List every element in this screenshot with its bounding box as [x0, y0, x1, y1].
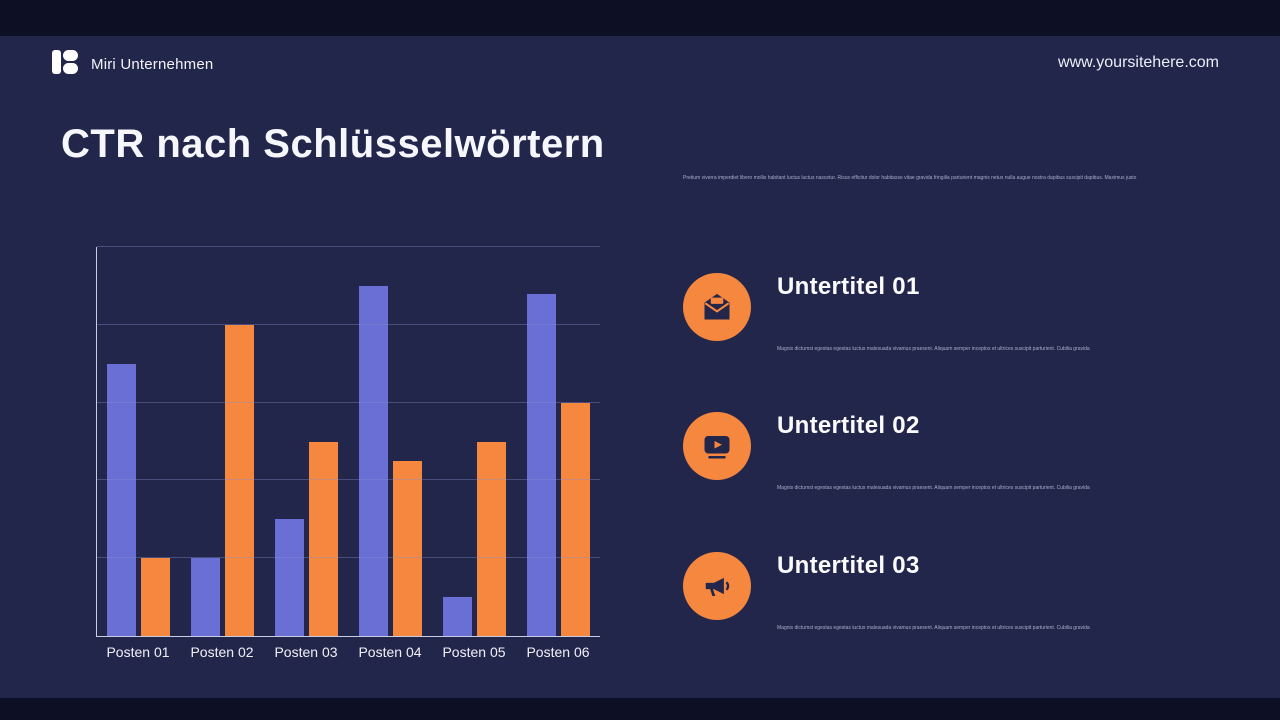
open-envelope-icon	[683, 273, 751, 341]
x-axis-category-label: Posten 04	[358, 644, 422, 660]
subtitle-title: Untertitel 02	[777, 412, 920, 439]
bar-group	[432, 247, 516, 636]
gridline	[97, 323, 600, 325]
bar	[392, 460, 422, 636]
bar-group	[348, 247, 432, 636]
subtitle-body: Magnis dictumst egestas egestas luctus m…	[777, 346, 1090, 352]
bar	[107, 363, 137, 636]
x-axis-category-label: Posten 05	[442, 644, 506, 660]
x-axis-category-label: Posten 01	[106, 644, 170, 660]
megaphone-icon	[683, 552, 751, 620]
bar	[191, 558, 221, 636]
subtitle-item: Untertitel 02 Magnis dictumst egestas eg…	[683, 412, 1183, 522]
x-axis-category-label: Posten 02	[190, 644, 254, 660]
video-play-icon	[683, 412, 751, 480]
brand-name: Miri Unternehmen	[91, 56, 214, 73]
gridline	[97, 479, 600, 481]
subtitle-body: Magnis dictumst egestas egestas luctus m…	[777, 485, 1090, 491]
subtitle-item: Untertitel 03 Magnis dictumst egestas eg…	[683, 552, 1183, 662]
brand: Miri Unternehmen	[51, 48, 213, 81]
bar-group	[265, 247, 349, 636]
bar	[141, 558, 171, 636]
subtitle-title: Untertitel 03	[777, 552, 920, 579]
bar	[442, 597, 472, 636]
bar-group	[516, 247, 600, 636]
chart-bar-groups	[97, 247, 600, 636]
intro-description: Pretium viverra imperdiet libero mollis …	[683, 175, 1137, 181]
bottom-band	[0, 698, 1280, 720]
page-title: CTR nach Schlüsselwörtern	[61, 122, 605, 166]
subtitle-title: Untertitel 01	[777, 273, 920, 300]
logo-icon	[51, 48, 79, 81]
top-band	[0, 0, 1280, 36]
bar-group	[97, 247, 181, 636]
bar	[309, 441, 339, 636]
x-axis-category-label: Posten 03	[274, 644, 338, 660]
gridline	[97, 557, 600, 559]
header: Miri Unternehmen www.yoursitehere.com	[0, 48, 1280, 82]
website-link[interactable]: www.yoursitehere.com	[1058, 54, 1219, 71]
chart-x-labels: Posten 01 Posten 02 Posten 03 Posten 04 Post…	[96, 644, 600, 660]
x-axis-category-label: Posten 06	[526, 644, 590, 660]
gridline	[97, 401, 600, 403]
gridline	[97, 246, 600, 247]
bar	[476, 441, 506, 636]
bar	[275, 519, 305, 636]
subtitle-body: Magnis dictumst egestas egestas luctus m…	[777, 625, 1090, 631]
bar	[225, 324, 255, 636]
bar	[560, 402, 590, 636]
subtitle-item: Untertitel 01 Magnis dictumst egestas eg…	[683, 273, 1183, 383]
bar	[358, 285, 388, 636]
chart-plot	[96, 246, 600, 637]
bar	[526, 293, 556, 636]
bar-group	[181, 247, 265, 636]
